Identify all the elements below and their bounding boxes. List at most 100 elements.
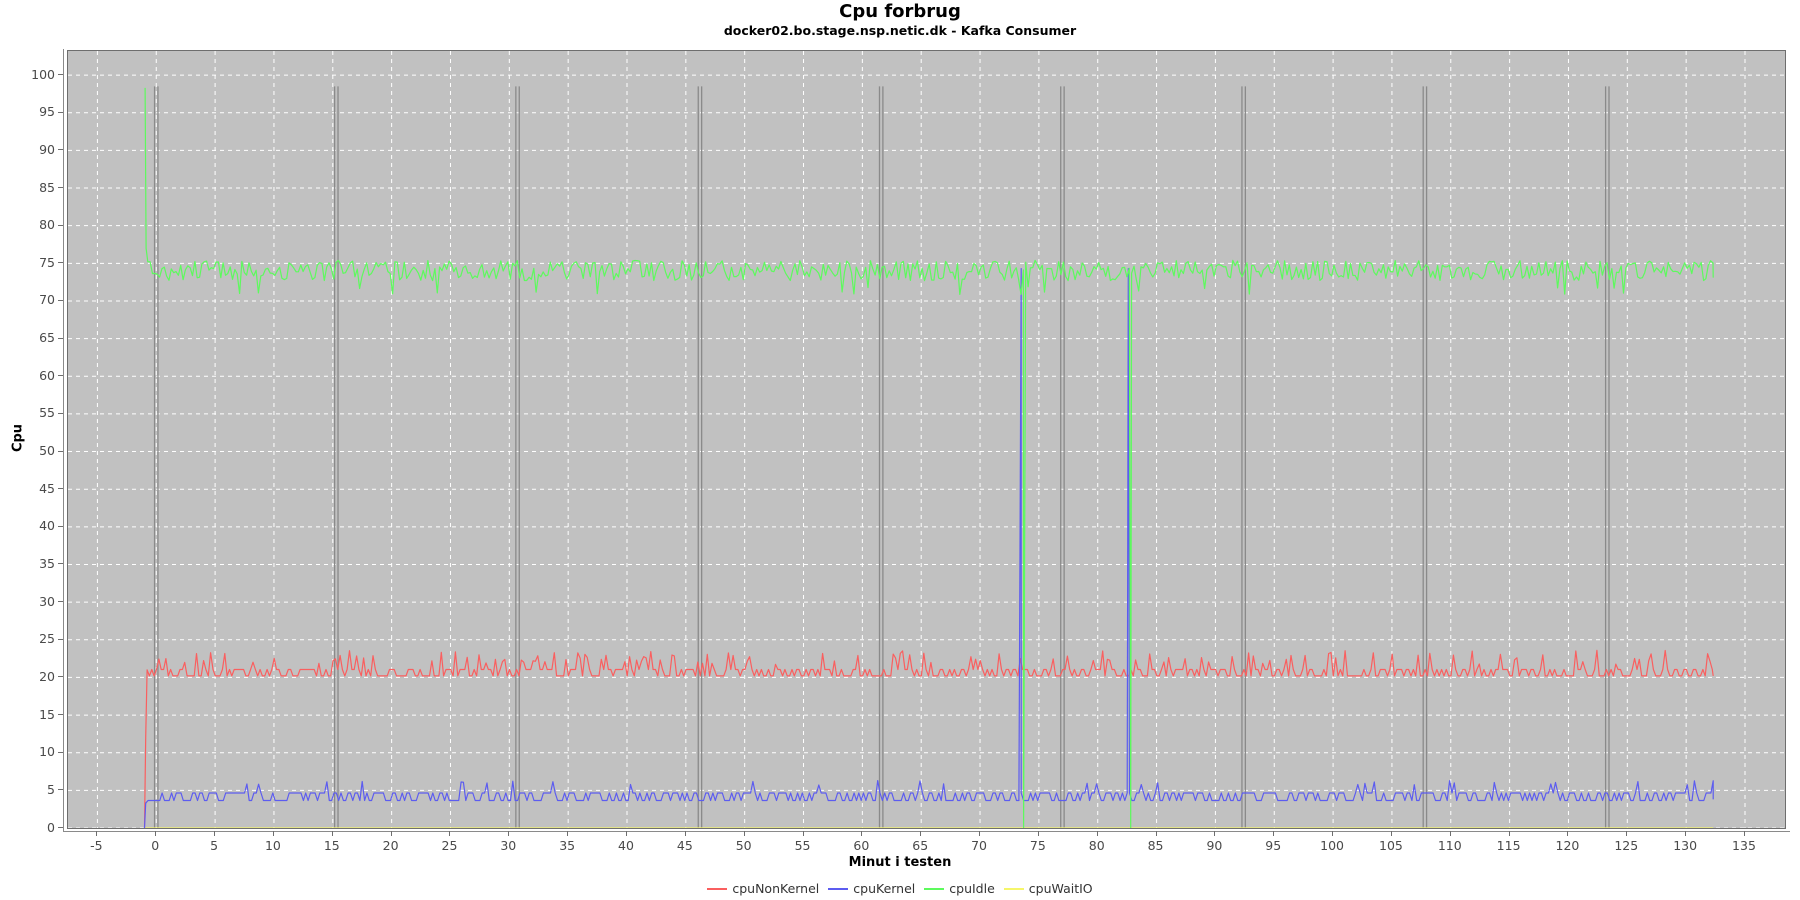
y-tick-label: 45: [39, 480, 55, 496]
y-tick-mark: [58, 714, 63, 716]
y-tick-label: 30: [39, 593, 55, 609]
x-tick-label: 105: [1379, 838, 1403, 853]
x-tick-mark: [1214, 831, 1216, 836]
x-tick-mark: [802, 831, 804, 836]
y-tick-label: 80: [39, 217, 55, 233]
x-tick-label: 85: [1147, 838, 1164, 853]
x-tick-label: 15: [323, 838, 340, 853]
y-tick-label: 60: [39, 367, 55, 383]
x-tick-label: 130: [1673, 838, 1698, 853]
y-tick-label: 95: [39, 104, 55, 120]
y-tick-mark: [58, 375, 63, 377]
y-tick-label: 70: [39, 292, 55, 308]
x-tick-mark: [155, 831, 157, 836]
x-tick-mark: [625, 831, 627, 836]
x-tick-mark: [1685, 831, 1687, 836]
legend-swatch-yellow-line-icon: [1003, 887, 1024, 890]
x-tick-mark: [272, 831, 274, 836]
y-tick-mark: [58, 676, 63, 678]
legend: cpuNonKernel cpuKernel cpuIdle cpuWaitIO: [0, 881, 1800, 896]
x-tick-mark: [743, 831, 745, 836]
y-tick-label: 0: [47, 819, 55, 835]
x-tick-mark: [508, 831, 510, 836]
x-tick-mark: [979, 831, 981, 836]
x-tick-mark: [1508, 831, 1510, 836]
x-tick-mark: [567, 831, 569, 836]
legend-label: cpuKernel: [853, 881, 916, 896]
x-tick-label: 0: [151, 838, 160, 853]
x-tick-label: 90: [1206, 838, 1223, 853]
x-tick-label: 65: [912, 838, 929, 853]
legend-item-cpuwaitio: cpuWaitIO: [1003, 881, 1093, 896]
y-tick-mark: [58, 412, 63, 414]
y-tick-mark: [58, 111, 63, 113]
y-tick-label: 75: [39, 254, 55, 270]
legend-swatch-red-line-icon: [707, 887, 728, 890]
y-tick-label: 100: [31, 66, 55, 82]
y-tick-label: 15: [39, 706, 55, 722]
y-tick-label: 10: [39, 744, 55, 760]
x-tick-mark: [449, 831, 451, 836]
y-tick-mark: [58, 563, 63, 565]
x-axis-line: [63, 831, 1790, 832]
x-tick-label: 40: [618, 838, 634, 853]
y-tick-mark: [58, 262, 63, 264]
legend-swatch-green-line-icon: [924, 887, 945, 890]
x-tick-label: 125: [1614, 838, 1639, 853]
y-tick-mark: [58, 337, 63, 339]
x-tick-label: 10: [264, 838, 281, 853]
x-tick-mark: [1390, 831, 1392, 836]
x-tick-label: 115: [1496, 838, 1521, 853]
legend-item-cpuidle: cpuIdle: [924, 881, 995, 896]
y-tick-label: 35: [39, 555, 55, 571]
x-tick-mark: [1096, 831, 1098, 836]
x-tick-mark: [861, 831, 863, 836]
x-tick-label: 35: [559, 838, 576, 853]
y-tick-mark: [58, 149, 63, 151]
y-tick-mark: [58, 789, 63, 791]
y-tick-mark: [58, 74, 63, 76]
x-tick-label: 60: [853, 838, 870, 853]
y-tick-mark: [58, 224, 63, 226]
x-tick-mark: [920, 831, 922, 836]
plot-svg: [68, 51, 1785, 828]
chart-subtitle: docker02.bo.stage.nsp.netic.dk - Kafka C…: [723, 23, 1077, 38]
legend-label: cpuWaitIO: [1028, 881, 1093, 896]
y-tick-label: 40: [39, 518, 55, 534]
x-tick-mark: [390, 831, 392, 836]
x-tick-mark: [214, 831, 216, 836]
y-tick-mark: [58, 299, 63, 301]
plot-area: [67, 50, 1786, 829]
y-tick-label: 65: [39, 330, 55, 346]
x-tick-label: 45: [676, 838, 693, 853]
y-tick-label: 5: [47, 781, 55, 797]
x-tick-label: 30: [500, 838, 517, 853]
x-tick-mark: [1567, 831, 1569, 836]
legend-label: cpuNonKernel: [732, 881, 820, 896]
x-tick-label: 120: [1555, 838, 1580, 853]
legend-item-cpukernel: cpuKernel: [828, 881, 915, 896]
x-tick-mark: [331, 831, 333, 836]
chart-title: Cpu forbrug: [839, 1, 961, 22]
x-tick-mark: [96, 831, 98, 836]
x-tick-label: 55: [794, 838, 811, 853]
x-tick-mark: [1273, 831, 1275, 836]
x-tick-label: -5: [90, 838, 103, 853]
x-tick-mark: [1626, 831, 1628, 836]
y-tick-mark: [58, 751, 63, 753]
y-tick-label: 25: [39, 631, 55, 647]
y-tick-label: 50: [39, 443, 55, 459]
y-tick-mark: [58, 450, 63, 452]
x-tick-mark: [1037, 831, 1039, 836]
x-tick-label: 95: [1265, 838, 1282, 853]
legend-item-cpunonkernel: cpuNonKernel: [707, 881, 819, 896]
x-tick-mark: [1332, 831, 1334, 836]
y-tick-label: 85: [39, 179, 55, 195]
x-tick-mark: [1155, 831, 1157, 836]
y-tick-mark: [58, 488, 63, 490]
x-tick-label: 25: [441, 838, 458, 853]
x-tick-mark: [1743, 831, 1745, 836]
x-tick-label: 70: [971, 838, 987, 853]
y-tick-mark: [58, 601, 63, 603]
